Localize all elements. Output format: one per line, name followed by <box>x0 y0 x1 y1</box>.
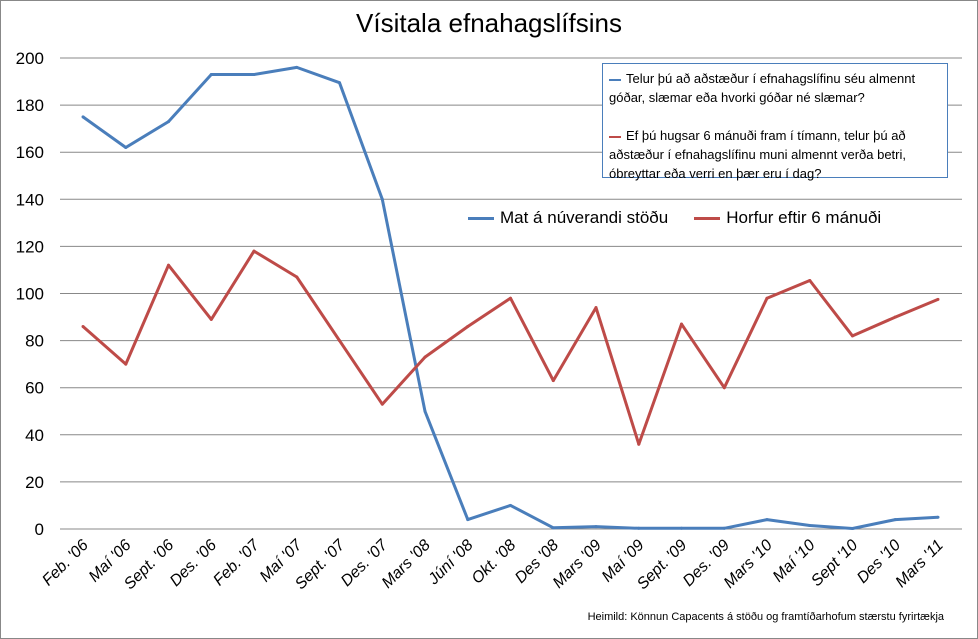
data-point <box>209 317 213 321</box>
legend-item-series-1: Mat á núverandi stöðu <box>468 208 668 228</box>
y-tick-label: 20 <box>25 473 44 492</box>
data-point <box>252 72 256 76</box>
question-1-text: Telur þú að aðstæður í efnahagslífinu sé… <box>609 71 916 105</box>
x-tick-label: Mars '11 <box>893 537 947 591</box>
data-point <box>124 362 128 366</box>
data-point <box>380 402 384 406</box>
question-2-text: Ef þú hugsar 6 mánuði fram í tímann, tel… <box>609 128 907 181</box>
question-1: Telur þú að aðstæður í efnahagslífinu sé… <box>609 69 941 107</box>
y-tick-label: 180 <box>16 96 44 115</box>
x-tick-label: Des. '06 <box>167 537 220 590</box>
data-point <box>808 523 812 527</box>
data-point <box>680 322 683 326</box>
data-point <box>380 197 384 201</box>
data-point <box>851 527 854 531</box>
data-point <box>765 296 769 300</box>
y-tick-label: 60 <box>25 379 44 398</box>
data-point <box>594 306 598 310</box>
y-tick-label: 120 <box>16 237 44 256</box>
data-point <box>466 324 470 328</box>
data-point <box>551 526 555 530</box>
x-tick-label: Feb. '06 <box>39 537 92 590</box>
question-2: Ef þú hugsar 6 mánuði fram í tímann, tel… <box>609 126 941 183</box>
x-tick-label: Júní '08 <box>425 537 477 589</box>
data-point <box>765 518 769 522</box>
data-point <box>167 263 170 267</box>
legend-line-icon <box>468 216 494 220</box>
data-point <box>209 72 213 76</box>
y-tick-label: 80 <box>25 332 44 351</box>
data-point <box>509 296 512 300</box>
data-point <box>551 379 555 383</box>
data-point <box>509 503 512 507</box>
data-point <box>637 526 641 530</box>
data-point <box>594 525 598 529</box>
y-tick-label: 160 <box>16 143 44 162</box>
data-point <box>808 279 812 283</box>
legend-label: Mat á núverandi stöðu <box>500 208 669 227</box>
data-point <box>936 515 940 519</box>
data-point <box>338 339 341 343</box>
legend-line-icon <box>694 216 721 220</box>
data-point <box>295 275 299 279</box>
series-1-swatch <box>609 79 621 81</box>
data-point <box>295 65 299 69</box>
question-box: Telur þú að aðstæður í efnahagslífinu sé… <box>602 63 948 181</box>
data-point <box>722 386 726 390</box>
y-tick-label: 100 <box>16 285 44 304</box>
y-tick-label: 40 <box>25 426 44 445</box>
data-point <box>936 297 940 301</box>
y-tick-label: 0 <box>35 520 44 539</box>
chart-title: Vísitala efnahagslífsins <box>356 8 622 38</box>
data-point <box>81 324 85 328</box>
data-point <box>722 526 726 530</box>
legend: Mat á núverandi stöðu Horfur eftir 6 mán… <box>468 208 881 228</box>
data-point <box>423 409 427 413</box>
data-point <box>680 526 683 530</box>
data-point <box>893 518 897 522</box>
legend-label: Horfur eftir 6 mánuði <box>726 208 882 227</box>
data-point <box>637 442 641 446</box>
y-tick-label: 200 <box>16 49 44 68</box>
data-point <box>851 334 854 338</box>
x-tick-label: Feb. '07 <box>210 536 263 589</box>
data-point <box>252 249 256 253</box>
data-point <box>81 115 85 119</box>
data-point <box>124 145 128 149</box>
data-point <box>338 81 341 85</box>
legend-item-series-2: Horfur eftir 6 mánuði <box>694 208 881 228</box>
x-tick-label: Okt. '08 <box>469 537 520 588</box>
data-point <box>466 518 470 522</box>
x-tick-label: Sept '10 <box>808 537 861 590</box>
data-point <box>167 120 170 124</box>
series-2-swatch <box>609 136 621 138</box>
data-point <box>893 315 897 319</box>
data-point <box>423 355 427 359</box>
source-note: Heimild: Könnun Capacents á stöðu og fra… <box>587 611 944 623</box>
y-tick-label: 140 <box>16 190 44 209</box>
